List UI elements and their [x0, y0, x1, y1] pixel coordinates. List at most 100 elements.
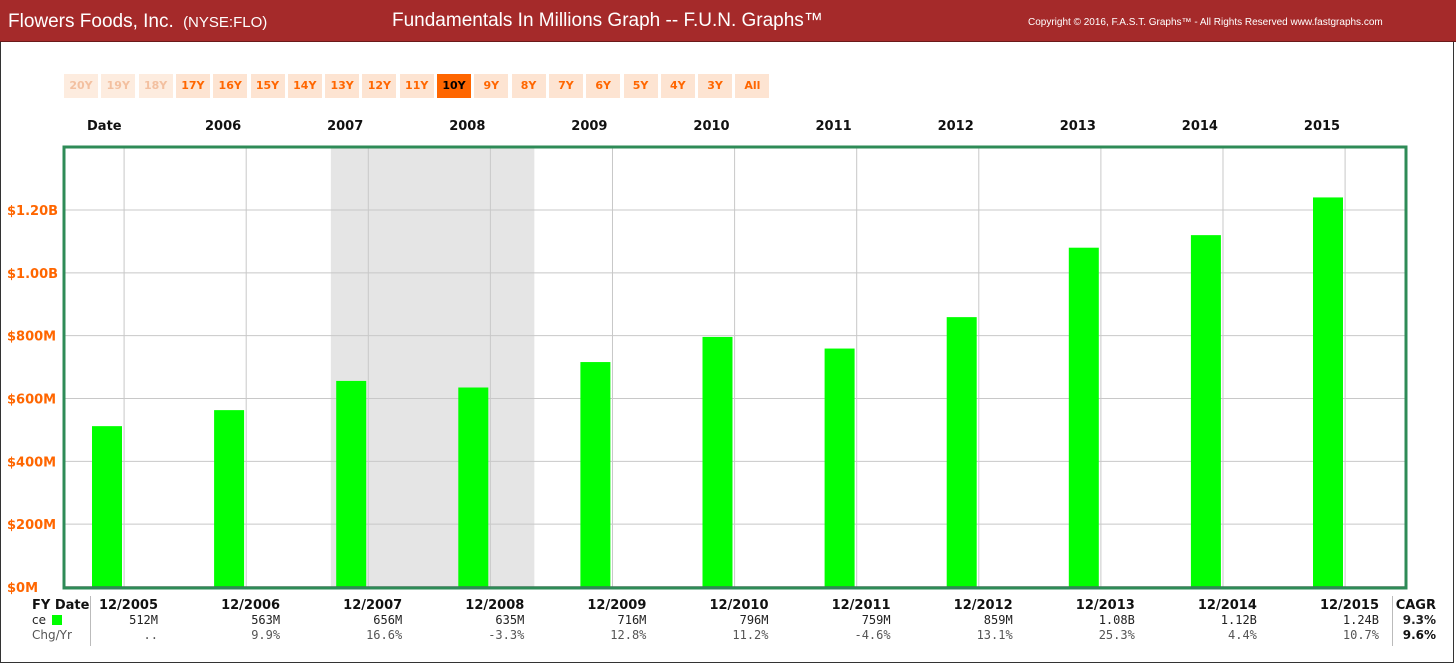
fy-date-cell: 12/2014: [1197, 598, 1257, 613]
range-button-12y[interactable]: 12Y: [362, 74, 397, 98]
ticker-symbol: (NYSE:FLO): [183, 14, 268, 31]
chg-cell: -4.6%: [854, 628, 891, 642]
bar-12-2007: [336, 380, 367, 587]
fy-date-cell: 12/2006: [221, 598, 281, 613]
value-cell: 1.08B: [1098, 613, 1135, 627]
range-button-15y[interactable]: 15Y: [250, 74, 285, 98]
fy-date-cell: 12/2009: [587, 598, 647, 613]
range-button-7y[interactable]: 7Y: [548, 74, 583, 98]
bar-12-2011: [824, 348, 855, 587]
fy-date-cell: 12/2015: [1319, 598, 1379, 613]
range-button-5y[interactable]: 5Y: [623, 74, 658, 98]
legend-swatch: [51, 615, 62, 625]
y-tick-label: $200M: [7, 518, 56, 533]
bar-12-2013: [1068, 247, 1099, 587]
table-separator: [90, 596, 91, 646]
chg-cell: -3.3%: [488, 628, 525, 642]
value-cell: 635M: [495, 613, 525, 627]
range-button-13y[interactable]: 13Y: [325, 74, 360, 98]
plot-border: [62, 145, 1408, 590]
date-header: Date: [87, 119, 122, 134]
data-table: FY Date ce Chg/Yr 12/2005 512M.. 12/2006 56…: [30, 596, 1444, 646]
y-tick-label: $600M: [7, 393, 56, 408]
y-tick-label: $400M: [7, 455, 56, 470]
fy-date-cell: 12/2011: [831, 598, 891, 613]
cagr-header: CAGR: [1395, 598, 1436, 613]
chg-cell: ..: [143, 628, 158, 642]
year-label-2012: 2012: [937, 119, 974, 134]
range-button-8y[interactable]: 8Y: [511, 74, 546, 98]
chg-row-label: Chg/Yr: [32, 628, 72, 642]
year-label-2007: 2007: [327, 119, 364, 134]
y-tick-label: $1.20B: [7, 204, 58, 219]
value-cell: 656M: [373, 613, 403, 627]
bar-12-2008: [458, 387, 489, 587]
year-label-2014: 2014: [1181, 119, 1218, 134]
bar-12-2010: [702, 336, 733, 587]
chg-cell: 12.8%: [610, 628, 647, 642]
chg-cell: 9.9%: [251, 628, 281, 642]
value-cell: 716M: [617, 613, 647, 627]
range-button-all[interactable]: All: [735, 74, 770, 98]
year-label-2010: 2010: [693, 119, 730, 134]
year-label-2013: 2013: [1059, 119, 1096, 134]
range-button-9y[interactable]: 9Y: [474, 74, 509, 98]
range-button-6y[interactable]: 6Y: [586, 74, 621, 98]
y-tick-label: $800M: [7, 330, 56, 345]
title-bar: Flowers Foods, Inc. (NYSE:FLO) Fundament…: [0, 0, 1456, 42]
value-cell: 759M: [861, 613, 891, 627]
cagr-value: 9.3%: [1402, 613, 1436, 627]
fy-date-cell: 12/2008: [465, 598, 525, 613]
value-cell: 1.24B: [1342, 613, 1379, 627]
value-row-text: ce: [32, 613, 46, 627]
year-label-2011: 2011: [815, 119, 852, 134]
fy-date-cell: 12/2007: [343, 598, 403, 613]
chg-cell: 11.2%: [732, 628, 769, 642]
table-separator: [1392, 596, 1393, 646]
bar-12-2014: [1190, 235, 1221, 587]
cagr-chg: 9.6%: [1402, 628, 1436, 642]
company-label: Flowers Foods, Inc.: [8, 11, 174, 32]
year-label-2006: 2006: [205, 119, 242, 134]
chg-cell: 10.7%: [1342, 628, 1379, 642]
copyright-notice: Copyright © 2016, F.A.S.T. Graphs™ - All…: [1028, 17, 1383, 28]
value-cell: 1.12B: [1220, 613, 1257, 627]
range-button-14y[interactable]: 14Y: [287, 74, 322, 98]
chg-cell: 25.3%: [1098, 628, 1135, 642]
chg-cell: 4.4%: [1228, 628, 1257, 642]
graph-title: Fundamentals In Millions Graph -- F.U.N.…: [392, 10, 823, 31]
y-tick-label: $0M: [7, 581, 38, 595]
year-label-2015: 2015: [1303, 119, 1341, 134]
fy-date-cell: 12/2005: [98, 598, 158, 613]
fy-date-cell: 12/2010: [709, 598, 769, 613]
range-button-3y[interactable]: 3Y: [698, 74, 733, 98]
range-button-20y: 20Y: [64, 74, 98, 98]
fy-date-header: FY Date: [32, 598, 90, 613]
bar-12-2012: [946, 317, 977, 587]
range-button-4y[interactable]: 4Y: [660, 74, 695, 98]
y-tick-label: $1.00B: [7, 267, 58, 282]
value-cell: 563M: [251, 613, 281, 627]
value-cell: 796M: [739, 613, 769, 627]
value-cell: 859M: [983, 613, 1013, 627]
chg-cell: 16.6%: [366, 628, 403, 642]
bar-12-2015: [1313, 197, 1343, 587]
range-button-17y[interactable]: 17Y: [175, 74, 210, 98]
fundamentals-bar-chart: $0M $200M $400M $600M $800M $1.00B $1.20B: [7, 145, 1408, 595]
range-button-19y: 19Y: [101, 74, 136, 98]
chg-cell: 13.1%: [976, 628, 1013, 642]
range-button-16y[interactable]: 16Y: [213, 74, 248, 98]
fy-date-cell: 12/2013: [1075, 598, 1135, 613]
bar-12-2009: [580, 362, 611, 587]
range-button-10y[interactable]: 10Y: [437, 74, 471, 98]
range-button-18y: 18Y: [138, 74, 173, 98]
range-button-11y[interactable]: 11Y: [399, 74, 434, 98]
value-row-label: ce: [32, 613, 62, 627]
bar-12-2005: [92, 426, 122, 587]
year-label-2008: 2008: [449, 119, 486, 134]
bar-12-2006: [214, 410, 245, 587]
fy-date-cell: 12/2012: [953, 598, 1013, 613]
value-cell: 512M: [129, 613, 158, 627]
year-label-2009: 2009: [571, 119, 608, 134]
company-name: Flowers Foods, Inc. (NYSE:FLO): [8, 11, 267, 33]
